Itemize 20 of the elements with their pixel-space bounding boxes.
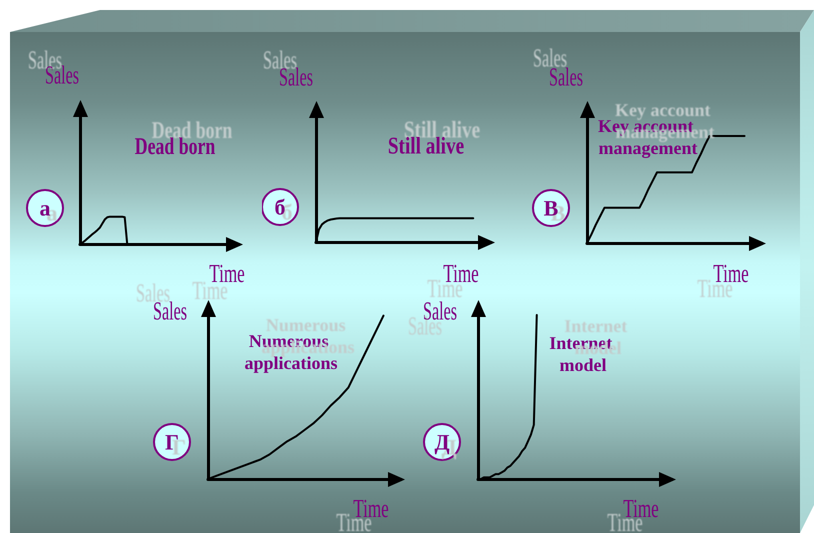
y-axis-title: Sales (548, 62, 584, 92)
text: Д (434, 430, 450, 454)
x-axis-title: Time (713, 258, 749, 288)
text: Internet model (549, 333, 617, 375)
text: В (544, 196, 559, 220)
chart-title: Dead born (134, 132, 216, 160)
text: Numerous applications (244, 331, 338, 373)
x-axis-title: Time (623, 493, 659, 523)
text: а (40, 196, 50, 220)
x-axis-title: Time (209, 258, 245, 288)
y-axis-title: Sales (152, 296, 188, 326)
text: б (274, 194, 286, 220)
x-axis-title: Time (443, 258, 479, 288)
chart-title: Key account management (598, 116, 698, 158)
chart-title: Still alive (388, 132, 464, 160)
y-axis-title: Sales (422, 296, 458, 326)
text: Г (165, 430, 179, 454)
y-axis-title: Sales (278, 62, 314, 92)
y-axis-title: Sales (44, 60, 80, 90)
x-axis-title: Time (353, 493, 389, 523)
